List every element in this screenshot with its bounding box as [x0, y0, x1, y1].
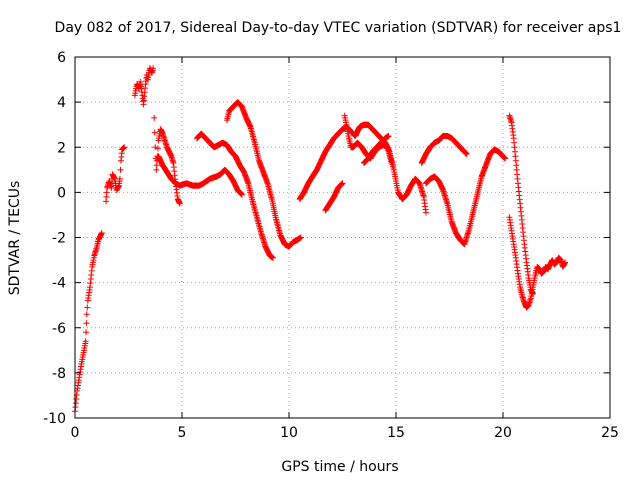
data-point: [83, 329, 90, 336]
data-point: [83, 311, 90, 318]
data-point: [116, 175, 123, 182]
y-tick-label: -10: [43, 411, 66, 427]
data-point: [152, 144, 159, 151]
data-point: [562, 259, 569, 266]
x-tick-label: 20: [494, 425, 512, 441]
data-point: [339, 180, 346, 187]
data-point: [82, 338, 89, 345]
y-tick-label: 4: [57, 95, 66, 111]
x-tick-label: 0: [71, 425, 80, 441]
chart-title: Day 082 of 2017, Sidereal Day-to-day VTE…: [55, 20, 622, 36]
data-point: [422, 209, 429, 216]
data-point: [151, 129, 158, 136]
y-tick-label: 0: [57, 185, 66, 201]
data-point: [297, 234, 304, 241]
data-series-sdtvar: [72, 65, 569, 415]
data-point: [238, 191, 245, 198]
x-tick-label: 25: [601, 425, 619, 441]
x-tick-label: 10: [280, 425, 298, 441]
data-point: [385, 132, 392, 139]
data-point: [121, 144, 128, 151]
data-point: [83, 320, 90, 327]
data-point: [98, 229, 105, 236]
data-point: [136, 82, 143, 89]
data-point: [269, 254, 276, 261]
y-tick-label: 6: [57, 50, 66, 66]
y-tick-label: 2: [57, 140, 66, 156]
y-tick-label: -4: [52, 276, 66, 292]
y-tick-label: -6: [52, 321, 66, 337]
y-tick-label: -2: [52, 231, 66, 247]
x-tick-label: 5: [178, 425, 187, 441]
data-point: [154, 145, 161, 152]
data-point: [117, 166, 124, 173]
x-axis-label: GPS time / hours: [281, 459, 398, 475]
data-point: [502, 155, 509, 162]
x-tick-label: 15: [387, 425, 405, 441]
grid-lines: [75, 57, 610, 418]
data-point: [176, 200, 183, 207]
data-point: [388, 160, 395, 167]
data-point: [463, 151, 470, 158]
data-point: [151, 114, 158, 121]
data-point: [150, 65, 157, 72]
y-axis-label: SDTVAR / TECUs: [7, 181, 23, 296]
data-point: [84, 304, 91, 311]
y-tick-label: -8: [52, 366, 66, 382]
